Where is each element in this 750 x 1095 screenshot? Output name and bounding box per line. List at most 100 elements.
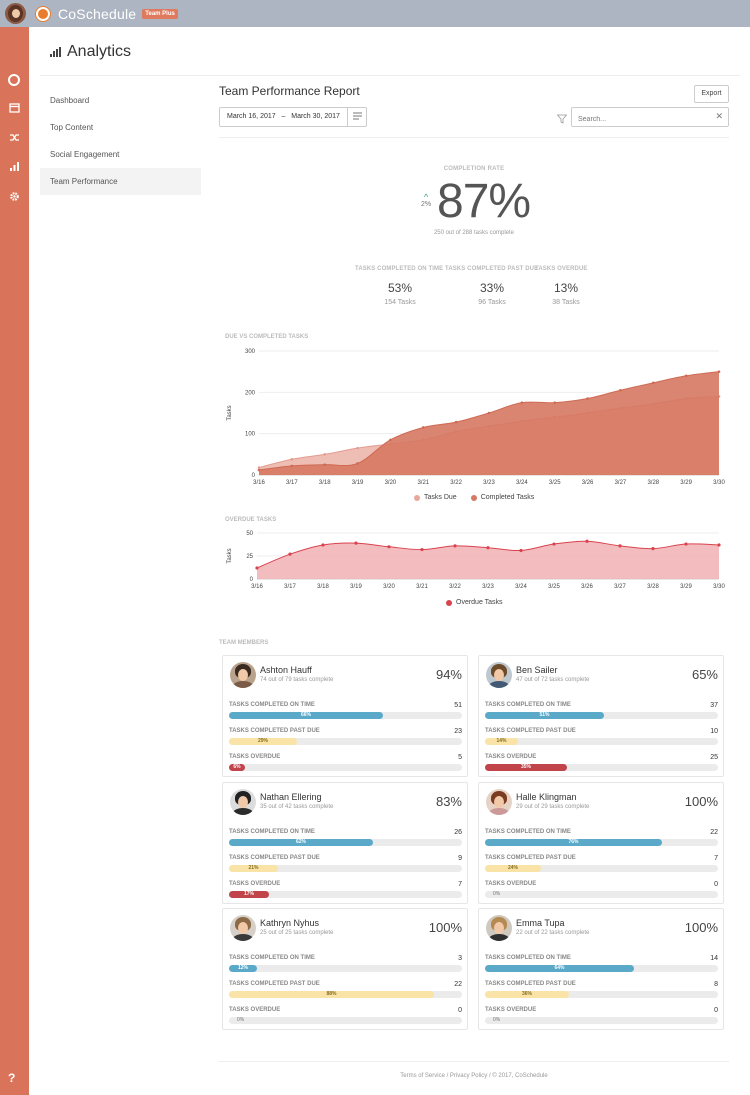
avatar xyxy=(230,662,256,688)
x-tick-label: 3/22 xyxy=(450,480,462,486)
search-input[interactable] xyxy=(572,110,712,129)
member-tasks-summary: 74 out of 79 tasks complete xyxy=(260,677,334,683)
y-tick-label: 50 xyxy=(246,531,253,537)
sidebar-item-social-engagement[interactable]: Social Engagement xyxy=(50,150,120,159)
on-time-bar: 62% xyxy=(229,839,462,846)
date-separator: – xyxy=(281,113,286,120)
team-member-card[interactable]: Ashton Hauff 74 out of 79 tasks complete 9… xyxy=(222,655,468,777)
on-time-bar-fill xyxy=(485,839,662,846)
home-circle-icon[interactable] xyxy=(8,74,20,86)
on-time-bar: 66% xyxy=(229,712,462,719)
sidebar-item-dashboard[interactable]: Dashboard xyxy=(50,96,90,105)
data-point xyxy=(619,388,622,392)
on-time-bar-fill xyxy=(229,712,383,719)
page-title-text: Analytics xyxy=(67,43,132,60)
analytics-icon[interactable] xyxy=(9,161,20,172)
data-point xyxy=(257,468,261,472)
x-tick-label: 3/17 xyxy=(284,584,296,590)
overdue-count: 7 xyxy=(458,881,462,888)
team-member-card[interactable]: Ben Sailer 47 out of 72 tasks complete 65%… xyxy=(478,655,724,777)
plan-badge: Team Plus xyxy=(142,8,178,19)
filter-icon[interactable] xyxy=(556,111,568,124)
data-point xyxy=(387,545,391,549)
overdue-bar: 0% xyxy=(229,1017,462,1024)
x-tick-label: 3/23 xyxy=(482,584,494,590)
sidebar-item-team-performance[interactable]: Team Performance xyxy=(40,168,201,195)
date-to: March 30, 2017 xyxy=(291,113,340,120)
shuffle-icon[interactable] xyxy=(9,132,20,143)
menu-lines-icon[interactable] xyxy=(348,112,366,122)
past-due-bar: 14% xyxy=(485,738,718,745)
user-avatar[interactable] xyxy=(5,3,26,24)
sidebar-item-top-content[interactable]: Top Content xyxy=(50,123,94,132)
past-due-label: TASKS COMPLETED PAST DUE xyxy=(485,981,576,987)
date-range-text: March 16, 2017 – March 30, 2017 xyxy=(220,108,349,126)
date-range-picker[interactable]: March 16, 2017 – March 30, 2017 xyxy=(219,107,367,127)
data-point xyxy=(288,552,292,556)
data-point xyxy=(454,420,458,424)
calendar-icon[interactable] xyxy=(9,102,20,113)
series-area xyxy=(257,541,719,579)
due-vs-completed-chart: 0 100 200 300 Tasks 3/16 3/17 3/18 3/19 3/20 3/21 3… xyxy=(227,349,725,486)
on-time-label: TASKS COMPLETED ON TIME xyxy=(485,829,571,835)
x-tick-label: 3/24 xyxy=(516,480,528,486)
overdue-bar: 35% xyxy=(485,764,718,771)
y-tick-label: 200 xyxy=(245,390,256,396)
date-from: March 16, 2017 xyxy=(227,113,276,120)
past-due-bar-fill xyxy=(229,865,278,872)
on-time-bar: 12% xyxy=(229,965,462,972)
overdue-count: 5 xyxy=(458,754,462,761)
close-icon[interactable]: ✕ xyxy=(715,111,723,121)
x-tick-label: 3/18 xyxy=(317,584,329,590)
export-button[interactable]: Export xyxy=(694,85,729,103)
past-due-label: TASKS COMPLETED PAST DUE xyxy=(229,855,320,861)
x-tick-label: 3/22 xyxy=(449,584,461,590)
past-due-bar-label: 24% xyxy=(507,865,518,871)
team-member-card[interactable]: Nathan Ellering 35 out of 42 tasks comple… xyxy=(222,782,468,904)
data-point xyxy=(651,547,655,551)
data-point xyxy=(420,547,424,552)
x-tick-label: 3/27 xyxy=(615,480,627,486)
overdue-bar: 0% xyxy=(485,891,718,898)
on-time-bar-label: 51% xyxy=(539,712,550,718)
team-member-card[interactable]: Kathryn Nyhus 25 out of 25 tasks complete… xyxy=(222,908,468,1030)
x-tick-label: 3/30 xyxy=(713,480,725,486)
on-time-count: 26 xyxy=(454,829,462,836)
overdue-bar-label: 0% xyxy=(493,1017,501,1023)
brand[interactable]: CoSchedule Team Plus xyxy=(36,6,178,22)
member-name: Ben Sailer xyxy=(516,665,558,675)
on-time-count: 37 xyxy=(710,702,718,709)
member-name: Ashton Hauff xyxy=(260,665,312,675)
overdue-bar-label: 0% xyxy=(493,891,501,897)
x-tick-label: 3/20 xyxy=(383,584,395,590)
data-point xyxy=(354,541,358,545)
overdue-label: TASKS OVERDUE xyxy=(485,754,537,760)
footer[interactable]: Terms of Service / Privacy Policy / © 20… xyxy=(400,1073,548,1079)
x-tick-label: 3/29 xyxy=(680,480,692,486)
on-time-count: 51 xyxy=(454,702,462,709)
legend-label-due: Tasks Due xyxy=(424,494,457,501)
past-due-bar-fill xyxy=(229,991,434,998)
x-tick-label: 3/29 xyxy=(680,584,692,590)
team-member-card[interactable]: Halle Klingman 29 out of 29 tasks complet… xyxy=(478,782,724,904)
data-point xyxy=(453,544,457,548)
stat-sub-on-time: 154 Tasks xyxy=(384,299,416,306)
legend-dot-due xyxy=(414,494,420,501)
on-time-bar-fill xyxy=(485,965,634,972)
y-axis-label: Tasks xyxy=(227,405,233,420)
past-due-bar-label: 14% xyxy=(496,738,507,744)
on-time-label: TASKS COMPLETED ON TIME xyxy=(229,829,315,835)
gear-icon[interactable] xyxy=(9,191,20,202)
on-time-bar-label: 64% xyxy=(554,965,565,971)
data-point xyxy=(421,426,425,429)
x-tick-label: 3/17 xyxy=(286,480,298,486)
left-rail: ? xyxy=(0,27,29,1095)
past-due-label: TASKS COMPLETED PAST DUE xyxy=(229,981,320,987)
team-member-card[interactable]: Emma Tupa 22 out of 22 tasks complete 100%… xyxy=(478,908,724,1030)
avatar xyxy=(486,662,512,688)
overdue-label: TASKS OVERDUE xyxy=(485,881,537,887)
stat-value-on-time: 53% xyxy=(387,281,413,295)
past-due-bar-label: 88% xyxy=(326,991,337,997)
help-icon[interactable]: ? xyxy=(8,1071,16,1085)
data-point xyxy=(356,462,359,465)
